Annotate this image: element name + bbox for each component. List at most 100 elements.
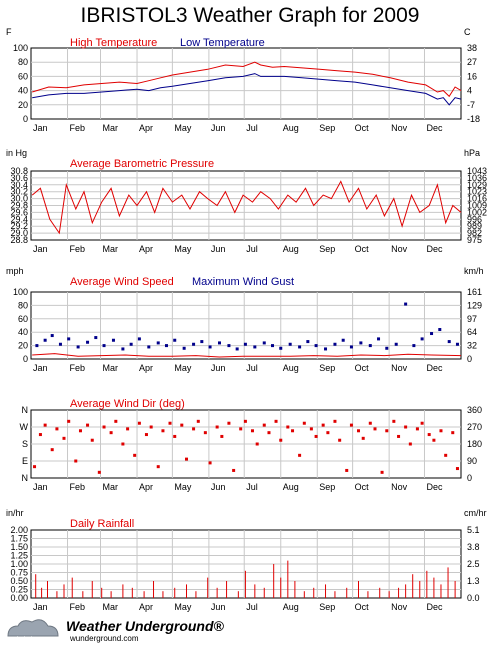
data-point (314, 344, 318, 348)
month-label: Apr (139, 123, 153, 133)
data-point (333, 342, 337, 346)
data-point (121, 442, 125, 446)
month-label: Feb (70, 363, 86, 373)
data-point (78, 429, 82, 433)
data-point (439, 429, 443, 433)
month-label: Mar (103, 363, 119, 373)
page-title: IBRISTOL3 Weather Graph for 2009 (80, 4, 420, 27)
legend-entry: High Temperature (70, 37, 157, 49)
series-line-high-temperature (32, 61, 462, 98)
right-unit-label: C (464, 27, 471, 37)
data-point (279, 438, 283, 442)
left-tick-label: N (22, 473, 29, 483)
data-point (182, 346, 186, 350)
right-tick-label: 1023 (467, 187, 487, 197)
right-tick-label: 90 (467, 456, 477, 466)
right-tick-label: 982 (467, 228, 482, 238)
data-point (38, 433, 42, 437)
data-point (302, 421, 306, 425)
data-point (408, 442, 412, 446)
legend-entry: Maximum Wind Gust (192, 276, 294, 288)
left-tick-label: 0.00 (10, 593, 28, 603)
data-point (203, 431, 207, 435)
month-label: Jul (246, 244, 258, 254)
data-point (267, 431, 271, 435)
right-tick-label: 4 (467, 86, 472, 96)
month-label: Apr (139, 363, 153, 373)
right-tick-label: 360 (467, 405, 482, 415)
month-label: May (174, 602, 192, 612)
month-label: Nov (391, 482, 408, 492)
month-label: Aug (283, 482, 299, 492)
month-label: Oct (355, 363, 370, 373)
data-point (74, 459, 78, 463)
right-tick-label: 97 (467, 314, 477, 324)
right-tick-label: 1.3 (467, 576, 480, 586)
right-tick-label: 38 (467, 43, 477, 53)
data-point (121, 347, 125, 351)
right-tick-label: 0.0 (467, 593, 480, 603)
data-point (455, 342, 459, 346)
data-point (147, 345, 151, 349)
left-tick-label: 0.50 (10, 576, 28, 586)
data-point (58, 342, 62, 346)
data-point (451, 431, 455, 435)
month-label: Sep (319, 482, 335, 492)
data-point (164, 344, 168, 348)
data-point (392, 419, 396, 423)
right-tick-label: 180 (467, 439, 482, 449)
data-point (397, 434, 401, 438)
data-point (97, 470, 101, 474)
right-tick-label: 1036 (467, 173, 487, 183)
month-label: Oct (355, 123, 370, 133)
data-point (232, 468, 236, 472)
cloud-icon (7, 619, 59, 637)
month-label: Feb (70, 123, 86, 133)
month-label: Dec (426, 244, 443, 254)
data-point (76, 345, 80, 349)
month-label: Jun (211, 363, 226, 373)
month-label: Mar (103, 123, 119, 133)
month-label: Aug (283, 123, 299, 133)
data-point (415, 427, 419, 431)
panel-title: Average Barometric Pressure (70, 158, 214, 170)
data-point (149, 425, 153, 429)
month-label: Nov (391, 244, 408, 254)
data-point (144, 433, 148, 437)
left-unit-label: in Hg (6, 148, 27, 158)
data-point (250, 429, 254, 433)
data-point (55, 427, 59, 431)
left-tick-label: N (22, 405, 29, 415)
data-point (368, 421, 372, 425)
brand-site: wunderground.com (70, 634, 139, 643)
month-label: Oct (355, 602, 370, 612)
legend-entry: Low Temperature (180, 37, 265, 49)
month-label: Apr (139, 482, 153, 492)
left-tick-label: 0 (23, 354, 28, 364)
right-tick-label: 64 (467, 327, 477, 337)
data-point (361, 436, 365, 440)
month-label: Aug (283, 244, 299, 254)
left-tick-label: 29.6 (10, 207, 28, 217)
month-label: Aug (283, 363, 299, 373)
data-point (377, 337, 381, 341)
data-point (161, 429, 165, 433)
data-point (314, 434, 318, 438)
left-unit-label: F (6, 27, 12, 37)
right-tick-label: 16 (467, 71, 477, 81)
data-point (359, 341, 363, 345)
right-tick-label: 3.8 (467, 542, 480, 552)
data-point (394, 342, 398, 346)
data-point (86, 340, 90, 344)
left-tick-label: 30.2 (10, 187, 28, 197)
data-point (255, 442, 259, 446)
month-label: Jan (33, 482, 48, 492)
right-tick-label: 0 (467, 354, 472, 364)
right-tick-label: 0 (467, 473, 472, 483)
data-point (427, 433, 431, 437)
left-tick-label: 80 (18, 300, 28, 310)
data-point (114, 419, 118, 423)
left-tick-label: 40 (18, 86, 28, 96)
panel-title: Average Wind Dir (deg) (70, 398, 185, 410)
month-label: Jan (33, 602, 48, 612)
